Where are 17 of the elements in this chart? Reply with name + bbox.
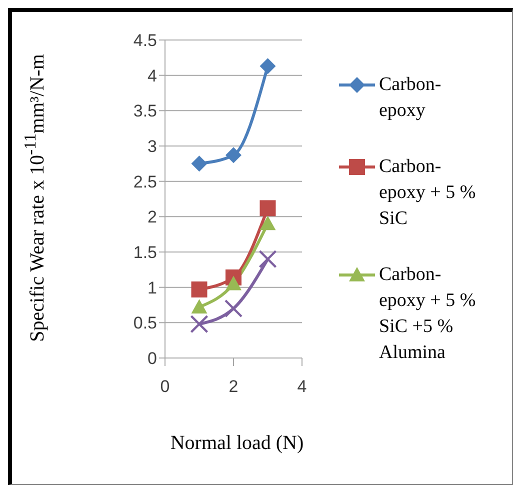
y-tick-label: 3.5 bbox=[133, 102, 157, 121]
y-tick-label: 1.5 bbox=[133, 243, 157, 262]
y-tick-label: 3 bbox=[148, 137, 157, 156]
y-tick-label: 1 bbox=[148, 278, 157, 298]
y-tick-label: 4.5 bbox=[133, 31, 157, 50]
y-tick-label: 4 bbox=[148, 66, 157, 86]
y-tick-label: 2.5 bbox=[133, 172, 157, 192]
y-tick-label: 2 bbox=[148, 208, 157, 227]
y-tick-label: 0.5 bbox=[133, 314, 157, 333]
legend-label: Carbon-epoxy bbox=[379, 73, 442, 123]
x-tick-label: 0 bbox=[160, 377, 170, 396]
x-axis-title: Normal load (N) bbox=[169, 432, 305, 455]
y-tick-label: 0 bbox=[148, 349, 157, 368]
legend-label: Carbon-epoxy + 5 % SiC bbox=[379, 155, 477, 231]
x-tick-label: 2 bbox=[228, 377, 238, 396]
x-tick-label: 4 bbox=[297, 377, 307, 396]
legend-label: Carbon-epoxy + 5 % SiC +5 % Alumina bbox=[379, 263, 477, 365]
